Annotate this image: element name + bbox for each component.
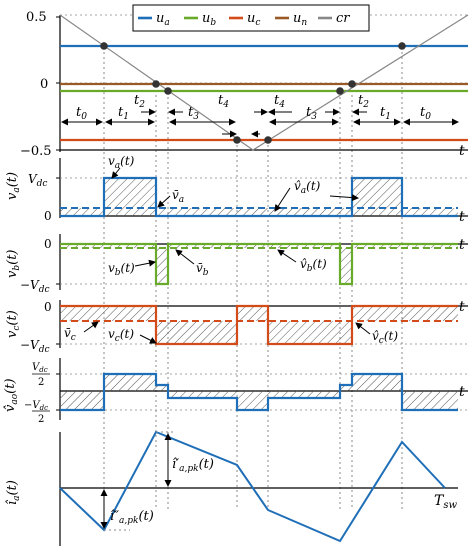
vb-ann-hat: v̂b(t) xyxy=(300,257,327,274)
vc-ylabel: vc(t) xyxy=(5,310,22,338)
vb-waveform xyxy=(60,242,458,286)
crossing-points xyxy=(100,42,406,144)
svg-text:2: 2 xyxy=(38,377,44,388)
interval-labels: t0 t1 t2 t3 t4 t4 t3 t2 t1 t0 xyxy=(76,93,431,122)
legend-label-cr: cr xyxy=(336,11,350,26)
panel-4-vc: 0 −Vdc vc(t) v̄c vc(t) v̂c(t) t xyxy=(5,299,468,355)
vc-ann-inst: vc(t) xyxy=(108,327,134,344)
t-axis-label-1: t xyxy=(459,143,465,159)
interval-label-t4: t4 xyxy=(218,93,229,110)
vc-ytick-neg-vdc: −Vdc xyxy=(20,338,50,355)
vao-waveform xyxy=(60,372,458,412)
interval-label-t3: t3 xyxy=(188,105,199,122)
t-axis-label-5: t xyxy=(459,384,465,400)
ia-ann-pk2: î″a,pk(t) xyxy=(110,509,154,526)
vc-ann-hat: v̂c(t) xyxy=(372,329,398,346)
panel-1-modulation: 0.5 0 −0.5 ua ub uc un cr xyxy=(20,4,469,159)
vb-ytick-0: 0 xyxy=(44,237,52,251)
vc-waveform xyxy=(60,304,458,346)
interval-label-t2: t2 xyxy=(358,93,369,110)
t-axis-label-3: t xyxy=(459,237,465,253)
interval-label-t2: t2 xyxy=(134,93,145,110)
ia-ann-pk1: î′a,pk(t) xyxy=(172,457,214,474)
vc-ann-avg: v̄c xyxy=(64,326,76,343)
tsw-axis-label: Tsw xyxy=(434,493,457,511)
interval-label-t1: t1 xyxy=(380,105,391,122)
vb-ylabel: vb(t) xyxy=(5,250,22,279)
panel-6-ia: îa(t) î′a,pk(t) î″a,pk(t) Tsw xyxy=(5,430,458,546)
ytick-0: 0 xyxy=(40,77,48,92)
interval-label-t1: t1 xyxy=(118,105,129,122)
va-ann-avg: v̄a xyxy=(172,188,184,205)
va-ytick-0: 0 xyxy=(44,209,52,223)
interval-label-t3: t3 xyxy=(306,105,317,122)
interval-label-t0: t0 xyxy=(76,105,87,122)
va-ytick-vdc: Vdc xyxy=(28,172,47,189)
panel-2-va: Vdc 0 va(t) va(t) v̄a v̂a(t) t xyxy=(5,154,468,225)
panel-3-vb: 0 −Vdc vb(t) vb(t) v̄b v̂b(t) t xyxy=(5,234,468,295)
interval-arrows xyxy=(61,108,459,138)
vb-ytick-neg-vdc: −Vdc xyxy=(20,278,50,295)
interval-label-t4: t4 xyxy=(274,93,285,110)
vc-ytick-0: 0 xyxy=(44,300,52,314)
vb-ann-inst: vb(t) xyxy=(108,261,135,278)
va-ann-inst: va(t) xyxy=(108,154,135,171)
ytick-0.5: 0.5 xyxy=(26,10,47,25)
vao-ylabel: v̂ao(t) xyxy=(3,378,20,412)
svg-text:2: 2 xyxy=(38,414,44,425)
panel-5-vao: Vdc 2 −Vdc 2 v̂ao(t) t xyxy=(3,358,468,425)
ia-waveform xyxy=(59,430,446,543)
vao-ytick-bottom: −Vdc xyxy=(24,400,48,412)
legend: ua ub uc un cr xyxy=(132,4,370,32)
carrier-triangle xyxy=(59,14,469,151)
vb-ann-avg: v̄b xyxy=(196,261,209,278)
va-ann-hat: v̂a(t) xyxy=(294,179,321,196)
va-waveform xyxy=(60,176,458,218)
interval-label-t0: t0 xyxy=(420,105,431,122)
ia-ylabel: îa(t) xyxy=(5,480,22,505)
t-axis-label-2: t xyxy=(459,209,465,225)
t-axis-label-4: t xyxy=(459,299,465,315)
vao-ytick-top: Vdc xyxy=(32,362,48,374)
va-ylabel: va(t) xyxy=(5,172,22,200)
ytick-neg0.5: −0.5 xyxy=(20,144,52,159)
